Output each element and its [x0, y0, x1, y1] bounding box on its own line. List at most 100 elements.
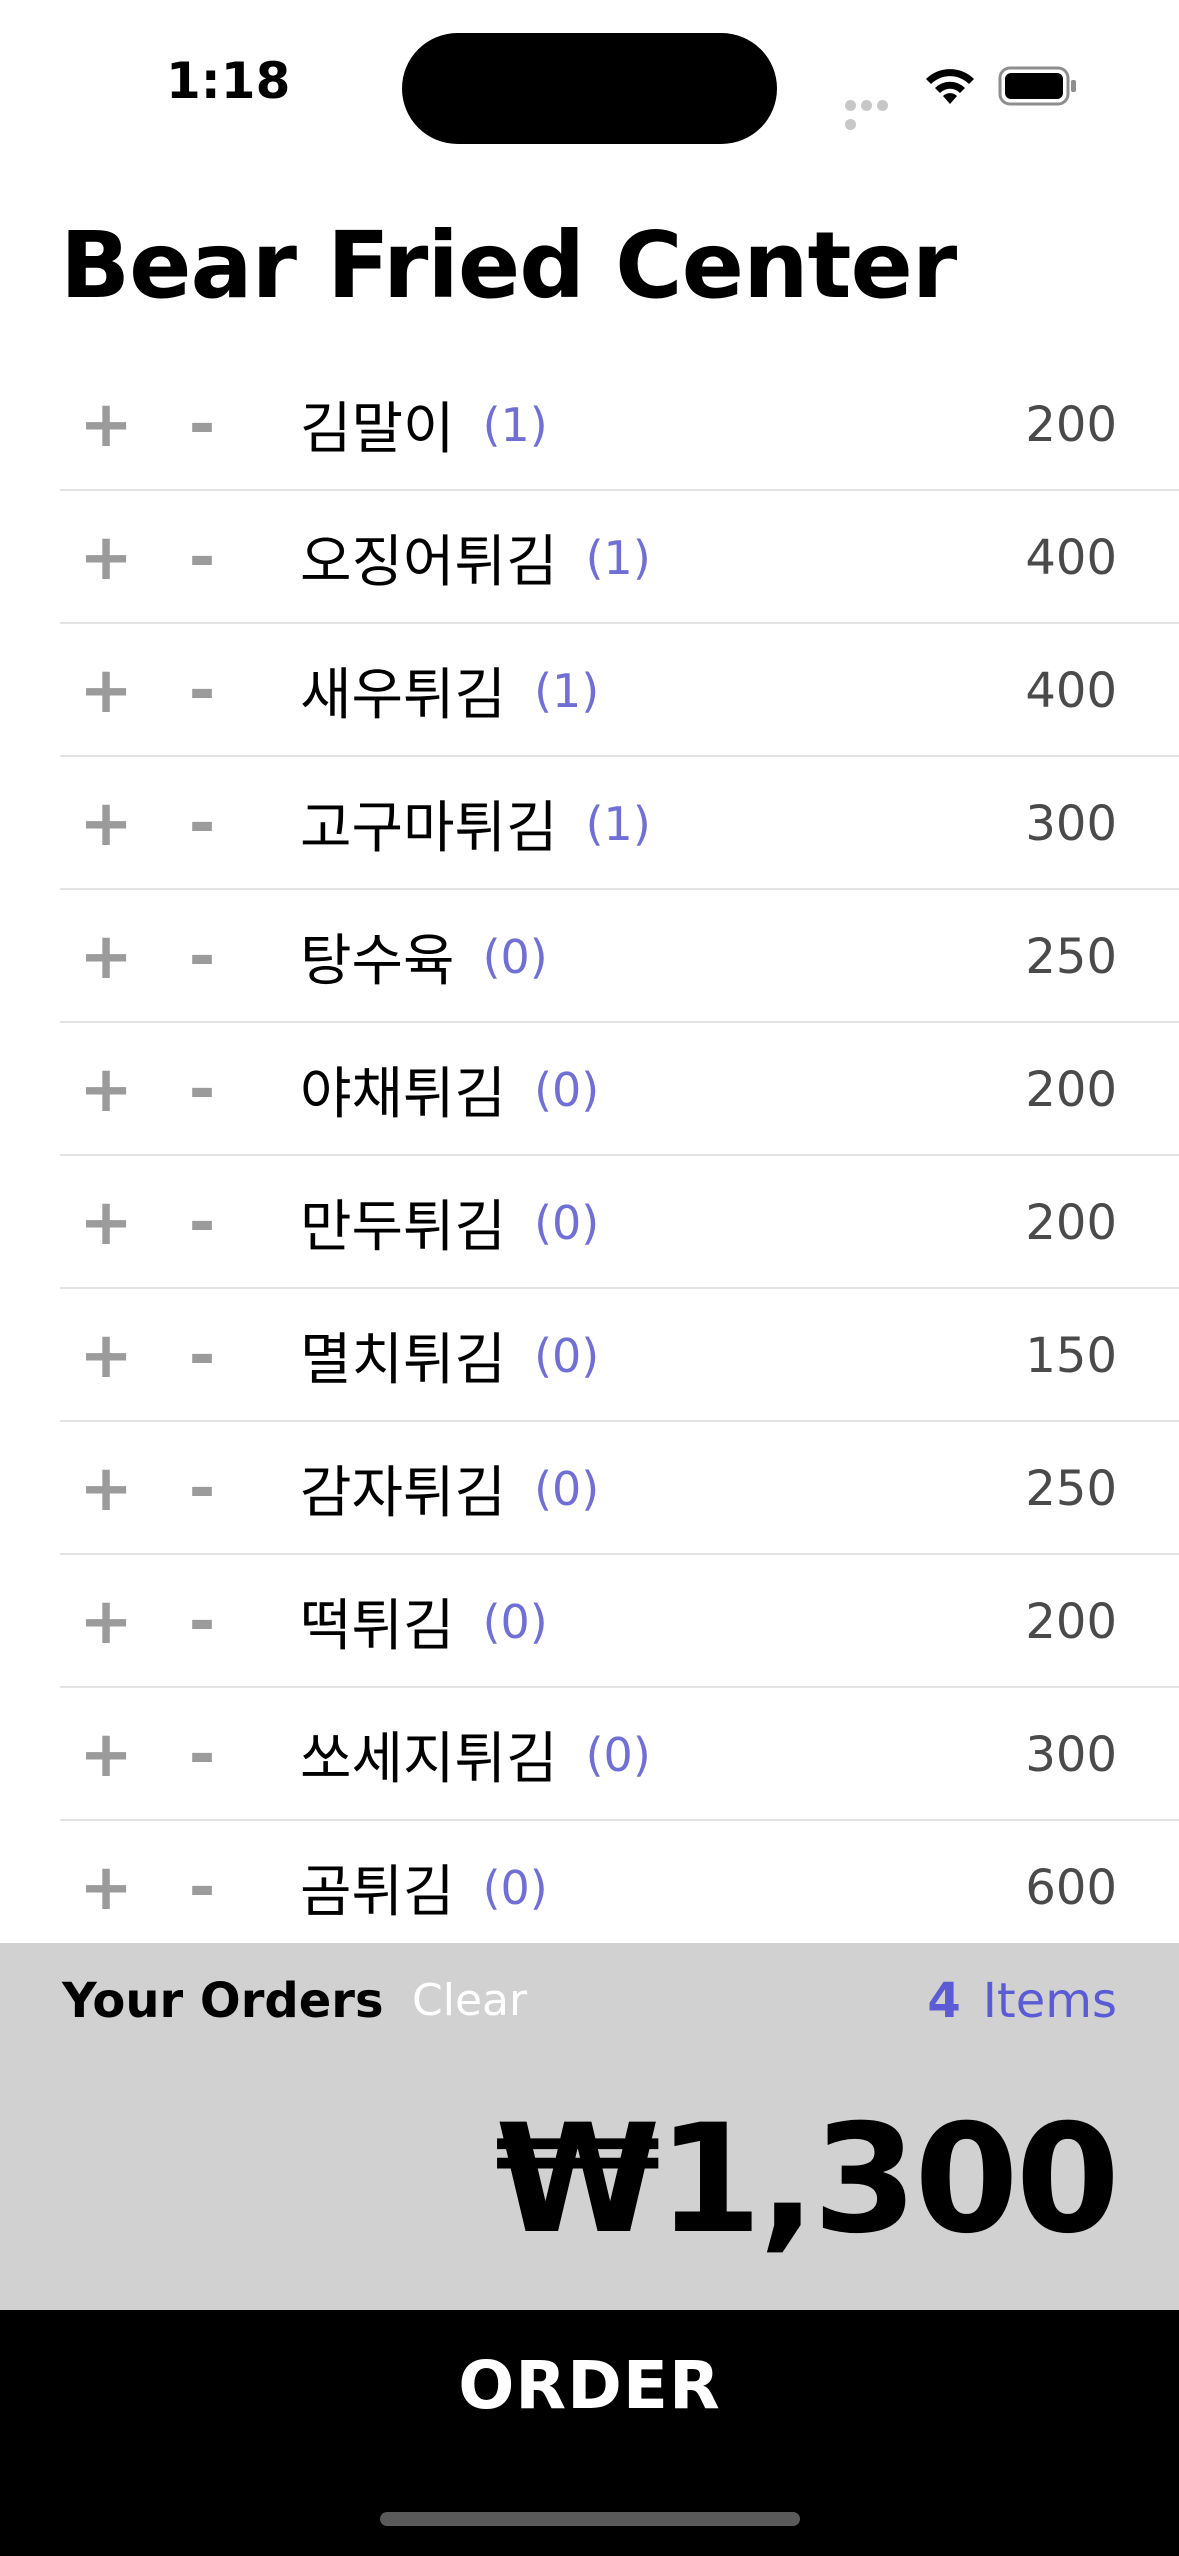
your-orders-label: Your Orders [62, 1973, 384, 2029]
plus-button[interactable]: + [79, 520, 133, 595]
row-divider [60, 1420, 1179, 1422]
minus-button[interactable]: - [188, 1717, 216, 1792]
plus-button[interactable]: + [79, 919, 133, 994]
item-count: (1) [585, 796, 651, 851]
item-label: 고구마튀김 (1) [300, 757, 651, 890]
page-title: Bear Fried Center [60, 212, 957, 319]
item-name: 쏘세지튀김 [300, 1727, 558, 1792]
item-count: (0) [482, 1594, 548, 1649]
row-divider [60, 755, 1179, 757]
minus-button[interactable]: - [188, 1052, 216, 1127]
menu-row: + - 탕수육 (0) 250 [0, 890, 1179, 1023]
item-label: 만두튀김 (0) [300, 1156, 599, 1289]
item-price: 200 [1025, 1061, 1117, 1118]
menu-row: + - 김말이 (1) 200 [0, 358, 1179, 491]
status-time: 1:18 [166, 52, 291, 110]
plus-button[interactable]: + [79, 387, 133, 462]
item-price: 200 [1025, 1593, 1117, 1650]
item-name: 감자튀김 [300, 1461, 507, 1526]
item-name: 고구마튀김 [300, 796, 558, 861]
item-count: (0) [482, 1860, 548, 1915]
plus-button[interactable]: + [79, 1185, 133, 1260]
home-indicator [380, 2512, 800, 2526]
item-name: 김말이 [300, 397, 455, 462]
menu-list: + - 김말이 (1) 200 + - 오징어튀김 (1) 400 + - 새우튀김 (1) 400 + - 고구… [0, 358, 1179, 1943]
plus-button[interactable]: + [79, 786, 133, 861]
menu-row: + - 떡튀김 (0) 200 [0, 1555, 1179, 1688]
item-count: (0) [534, 1062, 600, 1117]
item-label: 새우튀김 (1) [300, 624, 599, 757]
item-count: (0) [534, 1328, 600, 1383]
menu-row: + - 쏘세지튀김 (0) 300 [0, 1688, 1179, 1821]
item-name: 곰튀김 [300, 1860, 455, 1925]
item-count: (1) [482, 397, 548, 452]
order-summary: Your Orders Clear 4 Items ₩1,300 [0, 1943, 1179, 2310]
plus-button[interactable]: + [79, 1850, 133, 1925]
item-label: 야채튀김 (0) [300, 1023, 599, 1156]
item-price: 600 [1025, 1859, 1117, 1916]
items-count-number: 4 [927, 1973, 961, 2029]
item-name: 멸치튀김 [300, 1328, 507, 1393]
item-label: 탕수육 (0) [300, 890, 548, 1023]
item-count: (1) [585, 530, 651, 585]
wifi-icon [926, 69, 974, 104]
item-count: (0) [585, 1727, 651, 1782]
total-price: ₩1,300 [495, 2093, 1120, 2267]
plus-button[interactable]: + [79, 1584, 133, 1659]
item-price: 250 [1025, 928, 1117, 985]
menu-row: + - 야채튀김 (0) 200 [0, 1023, 1179, 1156]
item-label: 감자튀김 (0) [300, 1422, 599, 1555]
minus-button[interactable]: - [188, 1318, 216, 1393]
row-divider [60, 1021, 1179, 1023]
minus-button[interactable]: - [188, 387, 216, 462]
menu-row: + - 오징어튀김 (1) 400 [0, 491, 1179, 624]
plus-button[interactable]: + [79, 1451, 133, 1526]
menu-row: + - 고구마튀김 (1) 300 [0, 757, 1179, 890]
row-divider [60, 489, 1179, 491]
minus-button[interactable]: - [188, 653, 216, 728]
row-divider [60, 1154, 1179, 1156]
plus-button[interactable]: + [79, 1052, 133, 1127]
item-name: 오징어튀김 [300, 530, 558, 595]
minus-button[interactable]: - [188, 1185, 216, 1260]
dynamic-island [402, 33, 777, 144]
order-button[interactable]: ORDER [458, 2346, 721, 2424]
minus-button[interactable]: - [188, 1451, 216, 1526]
minus-button[interactable]: - [188, 1584, 216, 1659]
item-label: 곰튀김 (0) [300, 1821, 548, 1943]
item-price: 250 [1025, 1460, 1117, 1517]
row-divider [60, 1553, 1179, 1555]
minus-button[interactable]: - [188, 520, 216, 595]
minus-button[interactable]: - [188, 1850, 216, 1925]
battery-icon [998, 66, 1076, 106]
status-bar: 1:18 [0, 0, 1179, 170]
items-count: 4 Items [927, 1973, 1117, 2029]
row-divider [60, 1686, 1179, 1688]
menu-row: + - 곰튀김 (0) 600 [0, 1821, 1179, 1943]
menu-row: + - 새우튀김 (1) 400 [0, 624, 1179, 757]
clear-button[interactable]: Clear [412, 1975, 528, 2026]
item-count: (0) [482, 929, 548, 984]
item-label: 떡튀김 (0) [300, 1555, 548, 1688]
plus-button[interactable]: + [79, 1717, 133, 1792]
plus-button[interactable]: + [79, 653, 133, 728]
item-count: (0) [534, 1195, 600, 1250]
menu-row: + - 감자튀김 (0) 250 [0, 1422, 1179, 1555]
cellular-signal-icon [845, 96, 905, 130]
item-price: 400 [1025, 662, 1117, 719]
item-label: 김말이 (1) [300, 358, 548, 491]
row-divider [60, 1819, 1179, 1821]
row-divider [60, 888, 1179, 890]
item-price: 300 [1025, 1726, 1117, 1783]
minus-button[interactable]: - [188, 786, 216, 861]
item-price: 200 [1025, 1194, 1117, 1251]
plus-button[interactable]: + [79, 1318, 133, 1393]
item-name: 만두튀김 [300, 1195, 507, 1260]
row-divider [60, 622, 1179, 624]
item-name: 새우튀김 [300, 663, 507, 728]
item-label: 오징어튀김 (1) [300, 491, 651, 624]
item-count: (1) [534, 663, 600, 718]
item-price: 150 [1025, 1327, 1117, 1384]
minus-button[interactable]: - [188, 919, 216, 994]
item-name: 탕수육 [300, 929, 455, 994]
